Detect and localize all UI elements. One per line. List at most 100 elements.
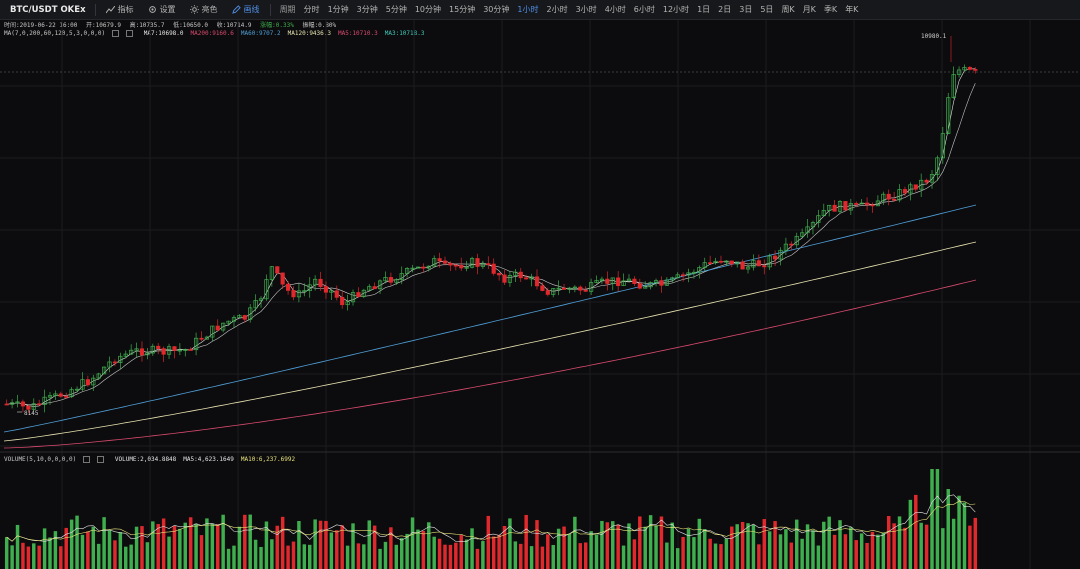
volume-bar xyxy=(865,542,869,569)
volume-bar xyxy=(946,489,950,569)
candle-body xyxy=(204,336,209,340)
volume-bar xyxy=(410,517,415,569)
volume-bar xyxy=(751,524,756,569)
period-label: 周期 xyxy=(279,5,296,14)
volume-bar xyxy=(654,525,658,569)
volume-bar xyxy=(670,522,675,569)
volume-close-toggle[interactable] xyxy=(97,456,105,463)
volume-bar xyxy=(481,541,485,569)
candle-body xyxy=(929,174,935,183)
volume-bar xyxy=(335,530,339,569)
period-tab[interactable]: 年K xyxy=(845,5,859,14)
ma-settings-toggle[interactable] xyxy=(112,30,120,37)
candle-body xyxy=(491,263,496,274)
candle-body xyxy=(821,210,826,217)
candle-body xyxy=(940,133,945,159)
period-tab[interactable]: 2小时 xyxy=(546,5,568,14)
volume-bar xyxy=(37,545,41,569)
candle-body xyxy=(610,277,615,284)
candle-body xyxy=(859,202,864,205)
volume-params[interactable]: VOLUME(5,10,0,0,0,0) xyxy=(4,456,77,463)
period-tab[interactable]: 2日 xyxy=(718,5,732,14)
candle-body xyxy=(231,317,237,322)
ma60-line xyxy=(3,204,977,433)
candle-body xyxy=(567,287,572,290)
period-tab[interactable]: 10分钟 xyxy=(414,5,442,14)
candle-body xyxy=(805,226,810,234)
volume-settings-toggle[interactable] xyxy=(83,456,91,463)
candle-body xyxy=(102,366,107,375)
volume-bar xyxy=(69,519,74,569)
volume-bar xyxy=(199,535,204,569)
volume-bar xyxy=(659,516,664,569)
draw-line-button[interactable]: 画线 xyxy=(225,4,267,15)
candle-body xyxy=(740,261,745,270)
period-tab[interactable]: 15分钟 xyxy=(449,5,476,14)
candle-body xyxy=(469,258,475,268)
candle-body xyxy=(486,263,491,265)
period-tab[interactable]: 12小时 xyxy=(662,5,690,14)
period-tab[interactable]: 分时 xyxy=(303,5,320,14)
moving-average-lines xyxy=(3,68,977,449)
period-tab[interactable]: 4小时 xyxy=(604,5,626,14)
period-tab[interactable]: 3分钟 xyxy=(356,5,378,14)
volume-bar xyxy=(822,521,826,569)
period-tab[interactable]: 1分钟 xyxy=(327,5,349,14)
candle-body xyxy=(892,198,897,201)
symbol-title[interactable]: BTC/USDT OKEx xyxy=(10,4,86,15)
candle-body xyxy=(410,267,415,270)
volume-bar xyxy=(48,537,52,569)
info-change: 涨幅:0.33% xyxy=(260,22,294,29)
candle-body xyxy=(129,349,134,355)
candle-body xyxy=(697,267,702,273)
volume-bar xyxy=(719,544,723,569)
ma-close-toggle[interactable] xyxy=(126,30,134,37)
ma200-line xyxy=(3,279,977,449)
period-tab[interactable]: 1日 xyxy=(697,5,711,14)
period-tab[interactable]: 1小时 xyxy=(517,5,539,14)
period-tab[interactable]: 3日 xyxy=(739,5,753,14)
period-tab[interactable]: 周K xyxy=(781,5,795,14)
theme-button[interactable]: 亮色 xyxy=(183,4,225,15)
period-tab[interactable]: 5日 xyxy=(760,5,774,14)
candle-body xyxy=(691,271,696,274)
volume-bar xyxy=(443,544,447,569)
volume-bar xyxy=(611,521,615,569)
candle-body xyxy=(464,266,469,269)
volume-bars xyxy=(4,469,978,569)
candle-body xyxy=(15,401,20,404)
period-tab[interactable]: 3小时 xyxy=(575,5,597,14)
candle-body xyxy=(96,373,101,379)
candle-body xyxy=(183,349,188,351)
candle-body xyxy=(886,193,891,200)
indicators-button[interactable]: 指标 xyxy=(99,4,141,15)
chart-grid xyxy=(0,20,1080,569)
volume-bar xyxy=(329,532,334,569)
period-tab[interactable]: 6小时 xyxy=(633,5,655,14)
volume-bar xyxy=(21,542,25,569)
volume-bar xyxy=(854,540,858,569)
settings-button[interactable]: 设置 xyxy=(141,4,183,15)
period-tab[interactable]: 月K xyxy=(802,5,816,14)
volume-bar xyxy=(367,520,371,569)
candle-body xyxy=(908,184,913,194)
volume-bar xyxy=(26,546,31,569)
ma-params[interactable]: MA(7,0,200,60,120,5,3,0,0,0) xyxy=(4,30,106,37)
volume-bar xyxy=(389,527,393,569)
candle-body xyxy=(421,266,426,269)
volume-bar xyxy=(908,499,913,569)
volume-bar xyxy=(870,531,875,569)
candle-body xyxy=(632,278,637,285)
period-tab[interactable]: 30分钟 xyxy=(483,5,510,14)
volume-bar xyxy=(703,529,707,569)
volume-bar xyxy=(583,542,588,569)
volume-bar xyxy=(962,502,967,569)
volume-bar xyxy=(151,521,155,569)
volume-bar xyxy=(270,539,274,569)
period-tab[interactable]: 5分钟 xyxy=(385,5,407,14)
period-tab[interactable]: 季K xyxy=(823,5,838,14)
volume-bar xyxy=(605,522,610,569)
volume-bar xyxy=(562,526,566,569)
volume-bar xyxy=(188,517,193,569)
